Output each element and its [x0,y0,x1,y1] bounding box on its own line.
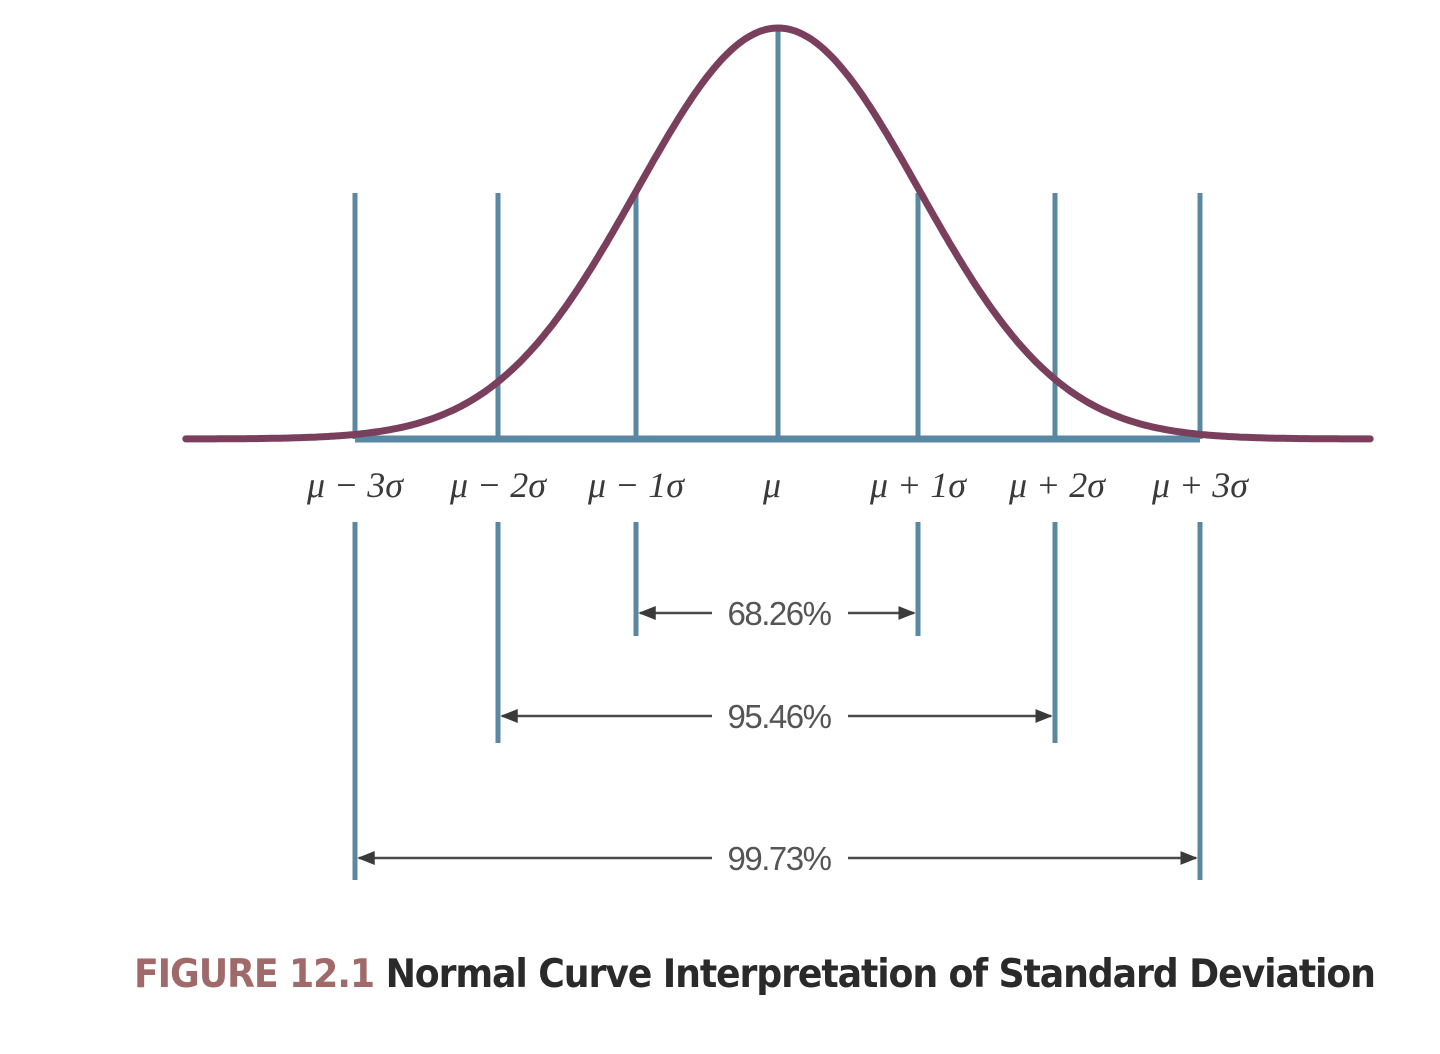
figure-caption: FIGURE 12.1 Normal Curve Interpretation … [134,952,1376,997]
tick-label-minus-2sigma: μ − 2σ [449,465,547,505]
tick-label-mean: μ [762,465,781,505]
normal-curve-line [182,24,1374,443]
interval-bracket-lines [352,522,1203,880]
figure-number: FIGURE 12.1 [134,952,375,997]
tick-label-plus-3sigma: μ + 3σ [1151,465,1249,505]
interval-percentages: 68.26% 95.46% 99.73% [728,595,834,877]
tick-label-minus-3sigma: μ − 3σ [306,465,404,505]
x-axis-tick-labels: μ − 3σ μ − 2σ μ − 1σ μ μ + 1σ μ + 2σ μ +… [306,465,1249,505]
pct-label-68: 68.26% [728,595,832,632]
pct-label-95: 95.46% [728,698,832,735]
tick-label-plus-1sigma: μ + 1σ [869,465,967,505]
tick-label-minus-1sigma: μ − 1σ [587,465,685,505]
sigma-reference-lines [352,28,1203,439]
tick-label-plus-2sigma: μ + 2σ [1008,465,1106,505]
pct-label-99: 99.73% [728,840,832,877]
interval-arrows [357,606,1198,865]
figure-title: Normal Curve Interpretation of Standard … [385,952,1376,997]
